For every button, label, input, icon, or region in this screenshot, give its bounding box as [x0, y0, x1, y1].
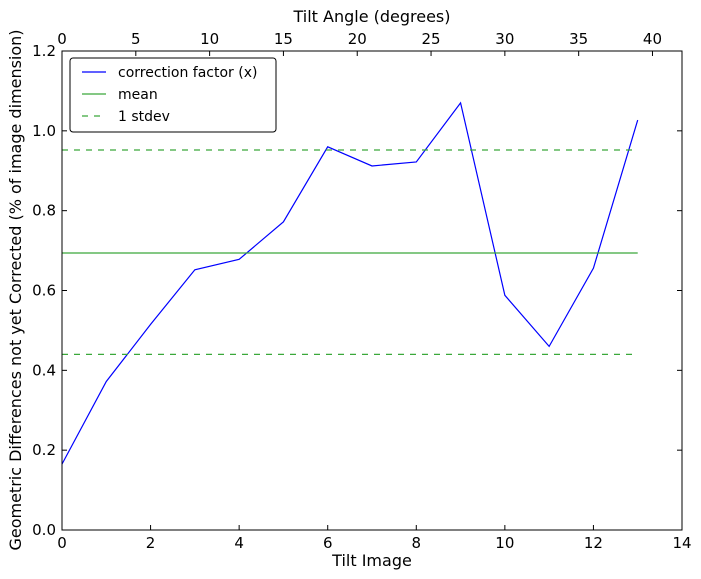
plot-area: 0 2 4 6 8 10 12 140.00.20.40.60.81.01.20 5 10 15 20… — [32, 30, 691, 552]
y-tick-label: 1.2 — [32, 42, 56, 60]
x-tick-label: 12 — [584, 534, 603, 552]
legend-label: 1 stdev — [118, 109, 170, 125]
x-tick-label: 2 — [146, 534, 156, 552]
top-x-tick-label: 15 — [274, 30, 293, 48]
top-x-tick-label: 35 — [569, 30, 588, 48]
top-x-tick-label: 5 — [131, 30, 141, 48]
top-x-tick-label: 25 — [422, 30, 441, 48]
y-tick-label: 0.0 — [32, 521, 56, 539]
y-tick-label: 0.2 — [32, 441, 56, 459]
top-x-axis-label: Tilt Angle (degrees) — [292, 7, 450, 26]
legend-label: mean — [118, 87, 158, 103]
top-x-tick-label: 10 — [200, 30, 219, 48]
series-line-0 — [61, 101, 639, 465]
top-x-tick-label: 30 — [495, 30, 514, 48]
legend-box — [69, 57, 277, 133]
y-tick-label: 0.6 — [32, 282, 56, 300]
y-tick-label: 1.0 — [32, 122, 56, 140]
x-axis-label: Tilt Image — [331, 551, 412, 570]
y-tick-label: 0.4 — [32, 361, 56, 379]
legend-label: correction factor (x) — [118, 65, 257, 81]
x-tick-label: 0 — [57, 534, 67, 552]
x-tick-label: 6 — [323, 534, 333, 552]
x-tick-label: 14 — [672, 534, 691, 552]
y-axis-label: Geometric Differences not yet Corrected … — [6, 29, 25, 550]
x-tick-label: 4 — [234, 534, 244, 552]
y-tick-label: 0.8 — [32, 202, 56, 220]
top-x-tick-label: 0 — [57, 30, 67, 48]
x-tick-label: 10 — [495, 534, 514, 552]
legend: correction factor (x) mean 1 stdev — [69, 57, 277, 133]
top-x-tick-label: 40 — [643, 30, 662, 48]
x-tick-label: 8 — [412, 534, 422, 552]
top-x-tick-label: 20 — [348, 30, 367, 48]
